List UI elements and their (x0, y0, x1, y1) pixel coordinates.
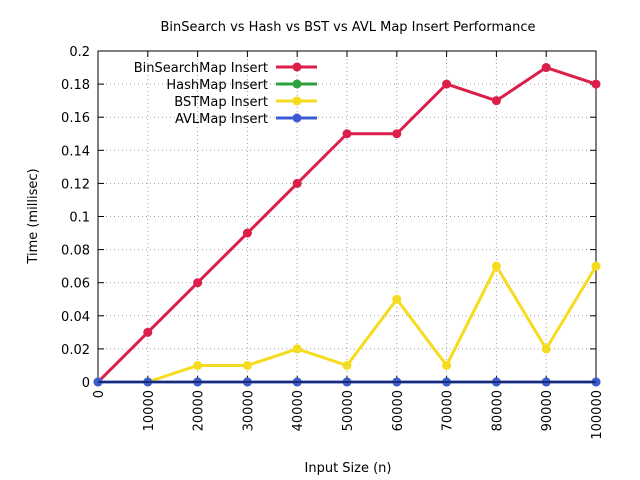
data-point (541, 344, 551, 354)
data-point (491, 261, 501, 271)
data-point (342, 360, 352, 370)
legend-swatch-point (292, 62, 302, 72)
y-tick-label: 0.1 (69, 211, 90, 226)
data-point (392, 129, 402, 139)
legend-item: BSTMap Insert (174, 95, 317, 110)
legend-label: HashMap Insert (166, 78, 268, 93)
chart-title: BinSearch vs Hash vs BST vs AVL Map Inse… (161, 20, 536, 35)
data-point (193, 360, 203, 370)
data-point (442, 360, 452, 370)
data-point (491, 96, 501, 106)
y-tick-label: 0.2 (69, 45, 90, 60)
legend-label: AVLMap Insert (175, 112, 268, 127)
y-tick-label: 0.16 (61, 111, 90, 126)
legend-label: BinSearchMap Insert (134, 61, 268, 76)
legend-label: BSTMap Insert (174, 95, 268, 110)
y-tick-label: 0 (82, 376, 90, 391)
legend-item: BinSearchMap Insert (134, 61, 317, 76)
x-tick-label: 90000 (540, 390, 555, 431)
x-tick-label: 0 (92, 390, 107, 398)
y-axis-label: Time (millisec) (26, 168, 41, 264)
legend-item: HashMap Insert (166, 78, 317, 93)
series-lines (93, 63, 601, 387)
series-2 (93, 261, 601, 387)
x-tick-label: 20000 (192, 390, 207, 431)
x-tick-label: 60000 (391, 390, 406, 431)
y-tick-label: 0.06 (61, 277, 90, 292)
y-tick-label: 0.12 (61, 177, 90, 192)
data-point (242, 360, 252, 370)
data-point (292, 344, 302, 354)
data-point (591, 79, 601, 89)
legend-item: AVLMap Insert (175, 112, 317, 127)
y-tick-label: 0.18 (61, 78, 90, 93)
data-point (591, 261, 601, 271)
x-tick-label: 80000 (490, 390, 505, 431)
data-point (541, 63, 551, 73)
x-axis-label: Input Size (n) (305, 461, 392, 476)
data-point (242, 228, 252, 238)
x-tick-label: 70000 (441, 390, 456, 431)
data-point (143, 327, 153, 337)
series-line (96, 66, 597, 384)
x-tick-label: 100000 (590, 390, 605, 440)
y-tick-label: 0.14 (61, 144, 90, 159)
data-point (292, 178, 302, 188)
legend-swatch-point (292, 96, 302, 106)
x-tick-label: 40000 (291, 390, 306, 431)
y-tick-label: 0.02 (61, 343, 90, 358)
legend-swatch-point (292, 113, 302, 123)
x-tick-label: 50000 (341, 390, 356, 431)
x-tick-label: 30000 (241, 390, 256, 431)
y-tick-label: 0.08 (61, 244, 90, 259)
x-tick-label: 10000 (142, 390, 157, 431)
grid (98, 51, 596, 382)
axis-ticks: 0 0.02 0.04 0.06 0.08 0.1 0.12 0.14 0.16 0.18 0.2 0… (61, 45, 605, 440)
y-tick-label: 0.04 (61, 310, 90, 325)
legend-swatch-point (292, 79, 302, 89)
legend: BinSearchMap Insert HashMap Insert BSTMap … (134, 61, 317, 127)
data-point (442, 79, 452, 89)
data-point (342, 129, 352, 139)
data-point (193, 278, 203, 288)
data-point (392, 294, 402, 304)
